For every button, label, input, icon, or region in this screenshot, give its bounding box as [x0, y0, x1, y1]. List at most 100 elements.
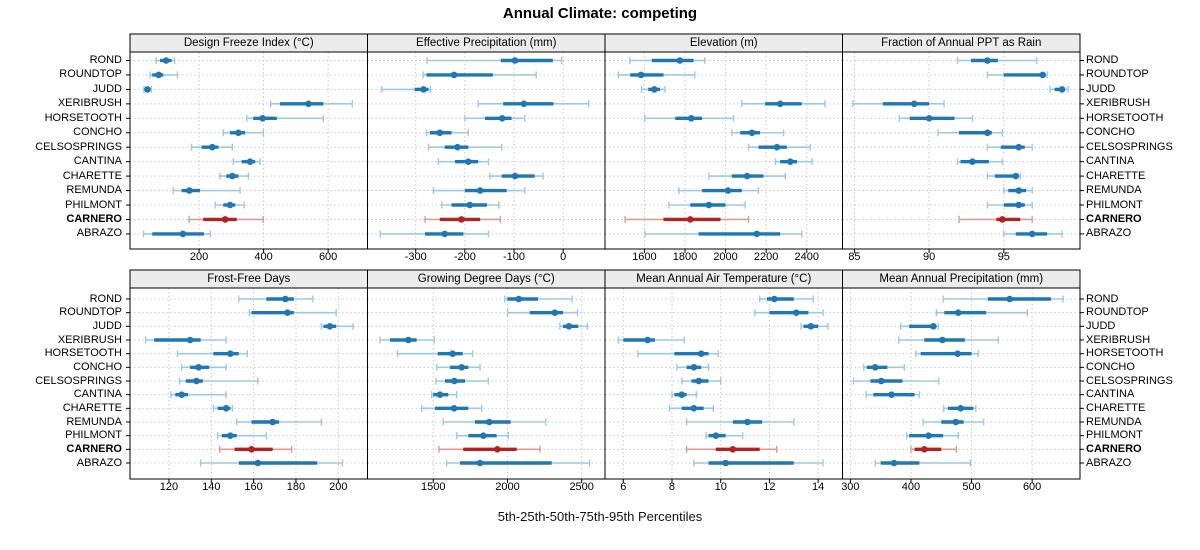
site-series-CELSOSPRINGS	[852, 377, 940, 385]
x-axis-ticks	[168, 479, 339, 483]
x-tick-label: 200	[189, 251, 209, 263]
y-axis-ticks	[1080, 298, 1084, 464]
x-tick-label: 400	[254, 251, 273, 263]
x-tick-label: 14	[812, 481, 825, 493]
panel-header	[842, 269, 1081, 289]
site-label-right-concho: CONCHO	[1086, 126, 1135, 139]
site-label-right-philmont: PHILMONT	[1086, 429, 1143, 442]
panel-title: Fraction of Annual PPT as Rain	[881, 37, 1042, 49]
site-label-left-rond: ROND	[89, 54, 122, 66]
site-series-HORSETOOTH	[464, 114, 526, 122]
site-label-left-xeribrush: XERIBRUSH	[57, 97, 122, 110]
site-series-XERIBRUSH	[617, 336, 685, 344]
site-series-CELSOSPRINGS	[178, 377, 259, 385]
site-series-CHARETTE	[219, 172, 250, 180]
site-label-right-remunda: REMUNDA	[1086, 415, 1142, 428]
site-series-REMUNDA	[442, 418, 547, 426]
site-series-CARNERO	[424, 215, 501, 223]
site-series-PHILMONT	[906, 432, 959, 440]
site-label-left-carnero: CARNERO	[66, 212, 122, 225]
site-label-left-xeribrush: XERIBRUSH	[57, 333, 122, 346]
site-series-ABRAZO	[874, 459, 972, 467]
site-series-CELSOSPRINGS	[747, 143, 811, 151]
site-series-CONCHO	[863, 363, 905, 371]
site-label-left-abrazo: ABRAZO	[76, 227, 122, 240]
site-series-ROUNDTOP	[986, 71, 1048, 79]
site-series-XERIBRUSH	[379, 336, 435, 344]
site-label-left-rond: ROND	[89, 292, 122, 305]
x-tick-label: 1500	[421, 481, 446, 493]
site-series-ABRAZO	[1003, 230, 1063, 238]
site-label-right-remunda: REMUNDA	[1086, 184, 1142, 197]
site-series-ABRAZO	[379, 230, 490, 238]
site-label-left-philmont: PHILMONT	[65, 429, 122, 442]
panel-title: Elevation (m)	[689, 37, 758, 49]
site-label-left-celsosprings: CELSOSPRINGS	[35, 374, 122, 387]
site-label-right-judd: JUDD	[1086, 82, 1116, 95]
site-series-CHARETTE	[489, 172, 544, 180]
panel-title: Mean Annual Air Temperature (°C)	[636, 273, 812, 285]
x-tick-label: -100	[503, 251, 526, 263]
site-label-left-remunda: REMUNDA	[66, 415, 122, 428]
site-label-right-celsosprings: CELSOSPRINGS	[1086, 374, 1173, 387]
site-series-CANTINA	[430, 391, 458, 399]
site-series-CARNERO	[958, 215, 1033, 223]
site-label-left-horsetooth: HORSETOOTH	[44, 111, 122, 124]
site-label-left-celsosprings: CELSOSPRINGS	[35, 140, 122, 153]
site-series-REMUNDA	[172, 187, 241, 195]
x-tick-label: 12	[763, 481, 776, 493]
site-series-CARNERO	[624, 215, 750, 223]
site-series-HORSETOOTH	[644, 114, 735, 122]
x-axis-ticks	[415, 249, 564, 253]
x-tick-label: 95	[997, 251, 1010, 263]
site-series-JUDD	[143, 85, 152, 93]
site-series-CELSOSPRINGS	[427, 143, 503, 151]
site-series-ROND	[942, 295, 1064, 303]
site-label-left-abrazo: ABRAZO	[76, 456, 122, 469]
panel-title: Frost-Free Days	[207, 273, 291, 285]
site-series-ROUNDTOP	[754, 309, 824, 317]
x-tick-label: 8	[668, 481, 676, 493]
site-series-JUDD	[320, 322, 354, 330]
site-series-CARNERO	[219, 445, 293, 453]
x-tick-label: 90	[923, 251, 936, 263]
site-label-right-horsetooth: HORSETOOTH	[1086, 111, 1164, 124]
site-series-HORSETOOTH	[246, 114, 324, 122]
site-series-CELSOSPRINGS	[681, 377, 722, 385]
panel-Mean Annual Precipitation (mm)	[842, 269, 1084, 483]
site-series-JUDD	[381, 85, 432, 93]
site-series-ROND	[155, 57, 176, 64]
site-series-JUDD	[800, 322, 829, 330]
site-series-CONCHO	[937, 129, 1004, 137]
site-label-right-horsetooth: HORSETOOTH	[1086, 347, 1164, 360]
x-tick-label: 10	[714, 481, 727, 493]
x-tick-label: 600	[1022, 481, 1042, 493]
site-series-CANTINA	[170, 391, 227, 399]
gridlines	[367, 52, 605, 249]
site-series-REMUNDA	[1003, 187, 1033, 195]
site-label-right-charette: CHARETTE	[1086, 401, 1146, 414]
site-label-right-judd: JUDD	[1086, 319, 1116, 332]
site-label-left-judd: JUDD	[92, 319, 122, 332]
site-label-left-roundtop: ROUNDTOP	[59, 306, 122, 319]
panel-Frost-Free Days	[126, 269, 368, 483]
x-axis-ticks	[432, 479, 583, 483]
x-tick-label: 160	[244, 481, 263, 493]
x-axis-ticks	[643, 249, 808, 253]
site-label-left-cantina: CANTINA	[73, 388, 122, 401]
panel-Growing Degree Days (°C)	[367, 269, 606, 483]
x-tick-label: 0	[560, 251, 567, 263]
site-label-right-carnero: CARNERO	[1086, 442, 1142, 455]
site-series-CELSOSPRINGS	[190, 143, 233, 151]
site-label-left-horsetooth: HORSETOOTH	[44, 347, 122, 360]
panel-title: Mean Annual Precipitation (mm)	[879, 273, 1044, 285]
site-label-right-roundtop: ROUNDTOP	[1086, 68, 1149, 81]
gridlines	[842, 52, 1080, 249]
gridlines	[605, 52, 843, 249]
x-tick-label: 1600	[632, 251, 657, 263]
site-series-HORSETOOTH	[637, 350, 719, 358]
x-tick-label: 2000	[495, 481, 520, 493]
site-label-right-xeribrush: XERIBRUSH	[1086, 97, 1151, 110]
site-label-left-cantina: CANTINA	[73, 155, 122, 168]
